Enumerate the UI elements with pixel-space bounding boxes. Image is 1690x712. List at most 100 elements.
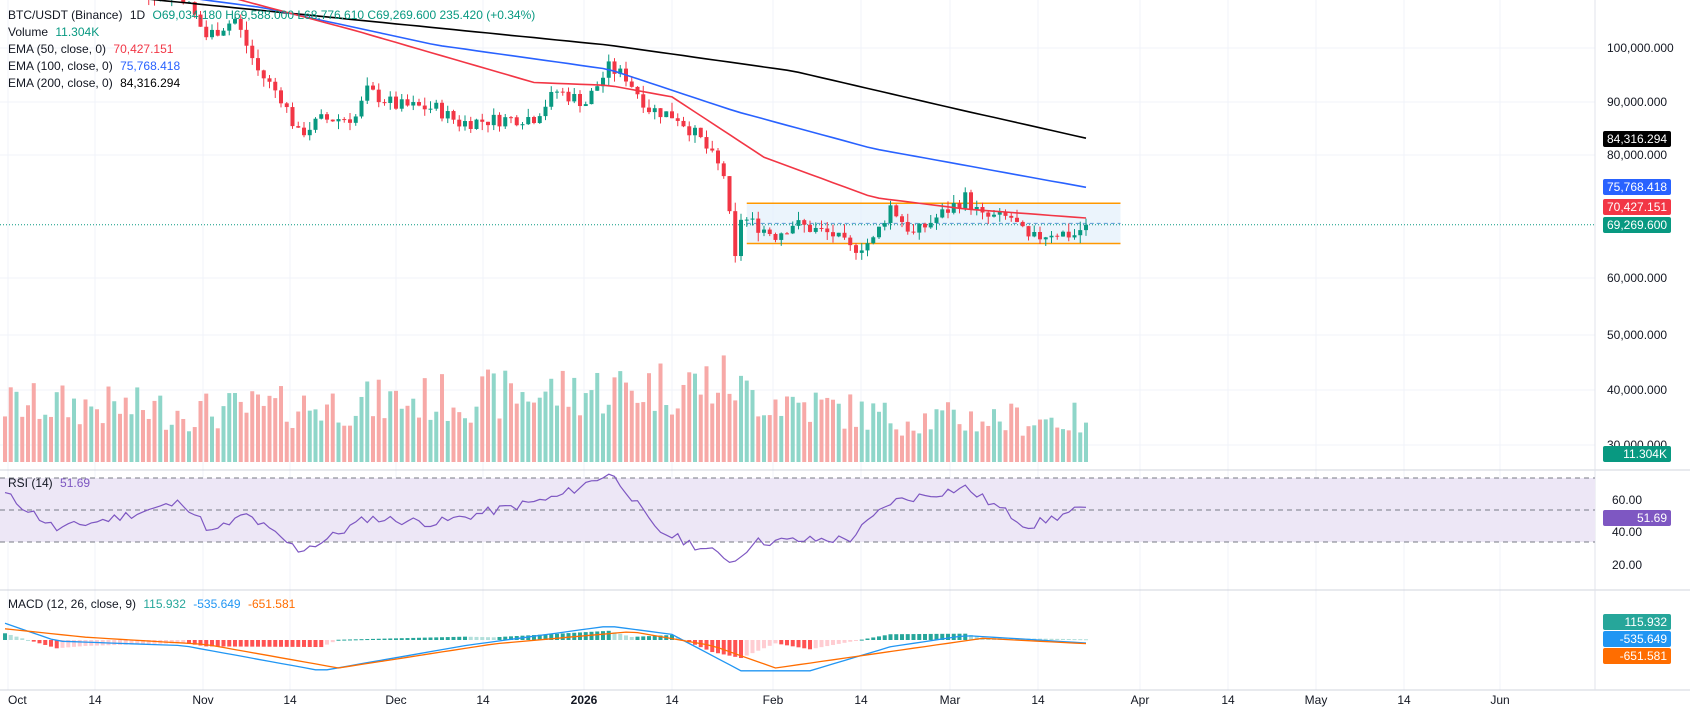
candle-body — [946, 209, 950, 213]
volume-bar — [681, 384, 686, 462]
macd-hist-bar — [26, 639, 30, 641]
candle-body — [831, 232, 835, 237]
volume-bar — [773, 399, 778, 462]
macd-hist-bar — [854, 640, 858, 641]
macd-hist-bar — [917, 634, 922, 640]
macd-hist-bar — [923, 633, 927, 640]
candle-body — [480, 119, 485, 122]
macd-signal-badge: -651.581 — [1603, 648, 1671, 664]
candle-body — [710, 148, 715, 151]
volume-bar — [89, 406, 94, 462]
volume-bar — [100, 423, 105, 462]
volume-bar — [3, 416, 7, 462]
candle-body — [854, 245, 858, 253]
ema100-legend[interactable]: EMA (100, close, 0) 75,768.418 — [8, 59, 180, 73]
volume-bar — [440, 374, 444, 462]
volume-bar — [790, 396, 795, 462]
volume-bar — [123, 397, 128, 462]
candle-body — [762, 229, 766, 233]
macd-legend[interactable]: MACD (12, 26, close, 9) 115.932 -535.649… — [8, 597, 295, 611]
macd-hist-bar — [601, 631, 605, 640]
ema50-legend[interactable]: EMA (50, close, 0) 70,427.151 — [8, 42, 173, 56]
volume-bar — [923, 413, 927, 462]
macd-hist-bar — [394, 638, 398, 640]
macd-hist-bar — [802, 640, 807, 649]
rsi-badge: 51.69 — [1603, 510, 1671, 526]
candle-body — [790, 225, 795, 234]
macd-hist-bar — [848, 640, 853, 642]
candle-body — [267, 78, 272, 82]
candle-body — [417, 102, 421, 106]
volume-bar — [572, 377, 577, 462]
macd-hist-bar — [566, 633, 571, 640]
macd-hist-bar — [411, 637, 416, 640]
candle-body — [503, 117, 508, 127]
macd-hist-bar — [129, 640, 134, 645]
macd-signal-value: -651.581 — [247, 597, 296, 611]
time-axis-label: Jun — [1490, 693, 1509, 707]
volume-bar — [974, 431, 979, 462]
time-axis-label: Apr — [1131, 693, 1150, 707]
candle-body — [1055, 235, 1060, 237]
volume-bar — [796, 402, 801, 462]
candle-body — [986, 212, 991, 217]
macd-hist-bar — [14, 636, 19, 640]
candle-body — [307, 129, 312, 136]
volume-bar — [825, 397, 830, 462]
candle-body — [405, 99, 410, 106]
macd-hist-bar — [675, 637, 680, 640]
candle-body — [664, 111, 669, 118]
rsi-axis-label: 60.00 — [1612, 493, 1642, 507]
macd-line — [4, 622, 1087, 672]
candle-body — [704, 137, 709, 149]
candle-body — [842, 232, 847, 238]
volume-bar — [164, 429, 168, 462]
volume-bar — [60, 385, 65, 462]
candle-body — [934, 217, 939, 223]
volume-bar — [934, 409, 939, 462]
volume-bar — [664, 405, 669, 462]
volume-bar — [802, 402, 807, 462]
volume-bar — [894, 429, 899, 462]
rsi-legend[interactable]: RSI (14) 51.69 — [8, 476, 90, 490]
volume-bar — [382, 418, 387, 462]
rsi-label: RSI (14) — [8, 476, 53, 490]
volume-bar — [509, 383, 513, 462]
macd-hist-bar — [175, 640, 180, 644]
symbol-legend[interactable]: BTC/USDT (Binance) 1D O69,034.180 H69,58… — [8, 8, 535, 22]
ema50-value: 70,427.151 — [113, 42, 174, 56]
volume-bar — [595, 372, 600, 462]
rsi-pane — [0, 473, 1595, 563]
volume-bar — [284, 421, 289, 462]
candle-body — [376, 89, 381, 103]
candle-body — [1020, 221, 1025, 227]
candle-body — [997, 211, 1002, 215]
volume-bar — [204, 393, 209, 462]
macd-hist-bar — [969, 635, 973, 640]
macd-hist-bar — [83, 640, 88, 646]
volume-bar — [135, 387, 140, 462]
macd-hist-bar — [417, 637, 421, 640]
macd-hist-bar — [1009, 638, 1014, 640]
candle-body — [796, 220, 801, 226]
candle-body — [877, 226, 881, 238]
volume-bar — [670, 414, 674, 462]
macd-hist-bar — [555, 633, 559, 640]
volume-bar — [756, 416, 761, 462]
ema200-legend[interactable]: EMA (200, close, 0) 84,316.294 — [8, 76, 180, 90]
candle-body — [974, 207, 979, 210]
candle-body — [1084, 224, 1088, 231]
volume-legend[interactable]: Volume 11.304K — [8, 25, 99, 39]
volume-bar — [1003, 430, 1008, 462]
volume-bar — [980, 421, 985, 462]
volume-bar — [129, 414, 134, 462]
macd-hist-bar — [330, 640, 335, 643]
macd-hist-bar — [670, 634, 674, 640]
macd-hist-bar — [532, 635, 536, 640]
macd-hist-bar — [376, 638, 381, 640]
macd-hist-bar — [250, 640, 255, 647]
volume-bar — [882, 402, 887, 462]
macd-hist-bar — [1038, 638, 1042, 640]
volume-bar — [750, 390, 755, 462]
